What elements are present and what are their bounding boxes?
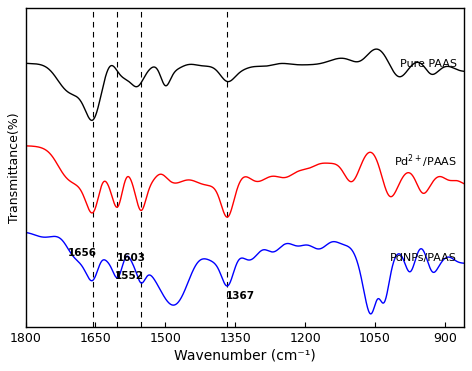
Y-axis label: Transmittance(%): Transmittance(%) xyxy=(8,112,21,223)
Text: Pd$^{2+}$/PAAS: Pd$^{2+}$/PAAS xyxy=(394,152,457,170)
Text: 1603: 1603 xyxy=(117,253,145,263)
X-axis label: Wavenumber (cm⁻¹): Wavenumber (cm⁻¹) xyxy=(174,349,315,363)
Text: 1656: 1656 xyxy=(67,248,96,258)
Text: Pure PAAS: Pure PAAS xyxy=(400,59,457,69)
Text: 1552: 1552 xyxy=(114,270,143,280)
Text: PdNPs/PAAS: PdNPs/PAAS xyxy=(390,253,457,263)
Text: 1367: 1367 xyxy=(226,291,255,301)
